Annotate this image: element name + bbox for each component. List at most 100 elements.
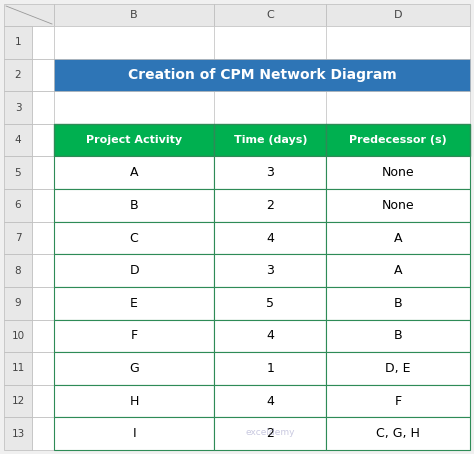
- Bar: [214, 254, 327, 287]
- Text: 2: 2: [15, 70, 21, 80]
- Bar: [54, 124, 214, 157]
- Bar: [32, 417, 54, 450]
- Bar: [54, 222, 214, 254]
- Text: 8: 8: [15, 266, 21, 276]
- Bar: [327, 417, 470, 450]
- Text: B: B: [130, 10, 138, 20]
- Text: Predecessor (s): Predecessor (s): [349, 135, 447, 145]
- Text: 7: 7: [15, 233, 21, 243]
- Bar: [4, 189, 32, 222]
- Bar: [327, 59, 470, 91]
- Text: C: C: [266, 10, 274, 20]
- Bar: [54, 222, 214, 254]
- Text: B: B: [394, 329, 402, 342]
- Bar: [214, 222, 327, 254]
- Bar: [54, 59, 470, 91]
- Bar: [54, 417, 214, 450]
- Bar: [327, 320, 470, 352]
- Text: Time (days): Time (days): [234, 135, 307, 145]
- Bar: [32, 222, 54, 254]
- Bar: [54, 287, 214, 320]
- Text: 3: 3: [266, 166, 274, 179]
- Text: D, E: D, E: [385, 362, 411, 375]
- Bar: [327, 352, 470, 385]
- Bar: [4, 59, 32, 91]
- Bar: [32, 352, 54, 385]
- Bar: [54, 352, 214, 385]
- Bar: [214, 417, 327, 450]
- Bar: [327, 26, 470, 59]
- Bar: [214, 320, 327, 352]
- Bar: [54, 417, 214, 450]
- Bar: [32, 320, 54, 352]
- Bar: [327, 4, 470, 26]
- Bar: [214, 59, 327, 91]
- Text: 4: 4: [266, 329, 274, 342]
- Text: 2: 2: [266, 427, 274, 440]
- Bar: [54, 157, 214, 189]
- Bar: [327, 287, 470, 320]
- Bar: [54, 385, 214, 417]
- Bar: [54, 26, 214, 59]
- Bar: [327, 124, 470, 157]
- Text: 1: 1: [266, 362, 274, 375]
- Text: Creation of CPM Network Diagram: Creation of CPM Network Diagram: [128, 68, 396, 82]
- Bar: [327, 385, 470, 417]
- Bar: [214, 189, 327, 222]
- Bar: [32, 254, 54, 287]
- Bar: [4, 320, 32, 352]
- Bar: [327, 254, 470, 287]
- Bar: [54, 157, 214, 189]
- Bar: [327, 189, 470, 222]
- Bar: [4, 157, 32, 189]
- Text: A: A: [394, 232, 402, 245]
- Bar: [214, 189, 327, 222]
- Bar: [54, 320, 214, 352]
- Bar: [32, 124, 54, 157]
- Bar: [4, 287, 32, 320]
- Bar: [4, 385, 32, 417]
- Bar: [32, 91, 54, 124]
- Text: 2: 2: [266, 199, 274, 212]
- Bar: [54, 254, 214, 287]
- Text: H: H: [129, 395, 139, 408]
- Bar: [327, 157, 470, 189]
- Bar: [32, 157, 54, 189]
- Text: 4: 4: [266, 232, 274, 245]
- Bar: [214, 222, 327, 254]
- Bar: [54, 189, 214, 222]
- Bar: [214, 352, 327, 385]
- Bar: [4, 417, 32, 450]
- Bar: [214, 385, 327, 417]
- Text: F: F: [395, 395, 402, 408]
- Text: D: D: [394, 10, 402, 20]
- Bar: [327, 417, 470, 450]
- Bar: [214, 254, 327, 287]
- Bar: [327, 320, 470, 352]
- Bar: [54, 59, 214, 91]
- Bar: [32, 59, 54, 91]
- Bar: [214, 26, 327, 59]
- Bar: [54, 4, 214, 26]
- Bar: [214, 124, 327, 157]
- Bar: [54, 189, 214, 222]
- Bar: [4, 352, 32, 385]
- Bar: [327, 254, 470, 287]
- Bar: [214, 124, 327, 157]
- Text: C: C: [130, 232, 138, 245]
- Text: 5: 5: [15, 168, 21, 178]
- Text: C, G, H: C, G, H: [376, 427, 420, 440]
- Text: 3: 3: [266, 264, 274, 277]
- Bar: [214, 385, 327, 417]
- Text: E: E: [130, 297, 138, 310]
- Bar: [214, 157, 327, 189]
- Text: G: G: [129, 362, 139, 375]
- Text: 12: 12: [11, 396, 25, 406]
- Bar: [214, 4, 327, 26]
- Bar: [214, 417, 327, 450]
- Text: 9: 9: [15, 298, 21, 308]
- Bar: [4, 222, 32, 254]
- Bar: [214, 157, 327, 189]
- Bar: [327, 189, 470, 222]
- Text: None: None: [382, 199, 415, 212]
